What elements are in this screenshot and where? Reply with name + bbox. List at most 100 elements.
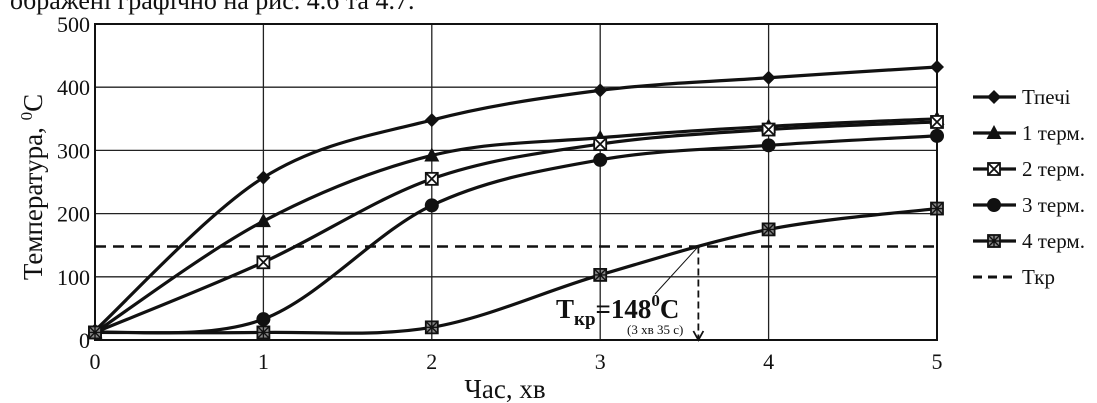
x-tick-label: 0 — [90, 349, 101, 374]
y-tick-label: 0 — [79, 328, 90, 353]
legend-label: Тпечі — [1022, 85, 1071, 109]
series-line — [94, 120, 938, 334]
data-point — [761, 122, 776, 137]
annotation-label-part: С — [660, 294, 680, 324]
data-point — [256, 170, 271, 185]
legend: Тпечі 1 терм. 2 терм. 3 терм. 4 терм. Ткр — [973, 85, 1085, 289]
x-tick-label: 5 — [932, 349, 943, 374]
marker-diamond-shape — [256, 170, 271, 185]
marker-diamond-shape — [930, 59, 944, 74]
page-text-fragment: ображені графічно на рис. 4.6 та 4.7. — [10, 0, 415, 15]
y-axis-label-unit: С — [18, 94, 48, 112]
data-point — [424, 198, 439, 213]
series-line — [94, 117, 938, 334]
annotation-label-part: =148 — [596, 294, 652, 324]
marker-cross-shape — [987, 162, 1001, 176]
marker-hatch-shape — [593, 268, 607, 282]
legend-item: Тпечі — [973, 85, 1071, 109]
tick-labels: 0 1 2 3 4 5 0 100 200 300 400 500 — [57, 12, 943, 374]
marker-circle-shape — [593, 152, 608, 167]
series-line — [93, 65, 938, 332]
legend-item: Ткр — [973, 265, 1055, 289]
annotation-label: Ткр=1480С — [556, 291, 679, 330]
y-axis-label: Температура, 0С — [17, 94, 48, 280]
x-tick-label: 4 — [763, 349, 774, 374]
annotation-label-part: Т — [556, 294, 574, 324]
y-axis-label-main: Температура, — [18, 120, 48, 280]
x-tick-label: 2 — [426, 349, 437, 374]
marker-circle-shape — [256, 312, 271, 327]
data-point — [424, 320, 439, 335]
legend-label: 4 терм. — [1022, 229, 1085, 253]
marker-hatch-shape — [256, 325, 270, 339]
series-1 — [88, 59, 944, 338]
y-tick-label: 400 — [57, 75, 90, 100]
x-tick-label: 3 — [595, 349, 606, 374]
marker-hatch-shape — [88, 325, 102, 339]
plot-frame — [94, 23, 938, 341]
series-line — [94, 206, 938, 335]
data-point — [761, 138, 776, 153]
legend-item: 3 терм. — [973, 193, 1085, 217]
y-tick-label: 100 — [57, 265, 90, 290]
legend-label: Ткр — [1022, 265, 1055, 289]
marker-cross-shape — [930, 115, 944, 129]
marker-circle-shape — [761, 138, 776, 153]
annotation-label-part: кр — [574, 309, 596, 330]
y-tick-label: 200 — [57, 202, 90, 227]
marker-triangle-shape — [255, 213, 271, 228]
marker-circle-shape — [987, 198, 1001, 212]
legend-marker — [987, 162, 1001, 176]
x-axis-label: Час, хв — [464, 374, 545, 403]
data-point — [593, 152, 608, 167]
legend-item: 4 терм. — [973, 229, 1085, 253]
annotation-leader-line — [654, 246, 699, 295]
marker-hatch-shape — [425, 320, 439, 334]
legend-marker — [987, 198, 1001, 212]
series-group — [87, 59, 945, 340]
threshold-annotation: Ткр=1480С(3 хв 35 с) — [556, 246, 705, 342]
annotation-note: (3 хв 35 с) — [627, 322, 683, 337]
marker-cross-shape — [761, 122, 776, 137]
data-point — [88, 325, 102, 340]
data-point — [424, 147, 440, 162]
data-point — [424, 113, 439, 128]
legend-label: 3 терм. — [1022, 193, 1085, 217]
marker-triangle-shape — [424, 147, 440, 162]
marker-hatch-shape — [987, 234, 1001, 248]
data-point — [256, 325, 271, 340]
marker-circle-shape — [930, 128, 944, 143]
legend-label: 1 терм. — [1022, 121, 1085, 145]
marker-hatch-shape — [930, 202, 944, 216]
marker-hatch-shape — [762, 222, 776, 236]
marker-circle-shape — [424, 198, 439, 213]
series-line — [94, 134, 938, 335]
data-point — [930, 59, 944, 74]
data-point — [593, 83, 608, 98]
annotation-label-part: 0 — [651, 291, 660, 310]
legend-label: 2 терм. — [1022, 157, 1085, 181]
data-point — [593, 268, 608, 282]
data-point — [256, 255, 271, 270]
data-point — [256, 312, 271, 327]
data-point — [761, 222, 776, 237]
legend-item: 2 терм. — [973, 157, 1085, 181]
grid-lines — [94, 23, 938, 341]
y-tick-label: 300 — [57, 138, 90, 163]
marker-cross-shape — [425, 172, 439, 186]
marker-diamond-shape — [424, 113, 439, 128]
marker-cross-shape — [593, 137, 607, 151]
marker-triangle-shape — [986, 125, 1002, 139]
legend-marker — [987, 234, 1001, 248]
x-tick-label: 1 — [258, 349, 269, 374]
marker-diamond-shape — [593, 83, 608, 98]
series-4 — [88, 128, 944, 340]
annotation-arrow — [692, 330, 705, 342]
data-point — [930, 128, 944, 143]
y-axis-label-degree: 0 — [17, 112, 36, 121]
data-point — [255, 213, 271, 228]
data-point — [930, 201, 944, 216]
marker-diamond-shape — [987, 90, 1001, 104]
marker-diamond-shape — [761, 70, 776, 85]
